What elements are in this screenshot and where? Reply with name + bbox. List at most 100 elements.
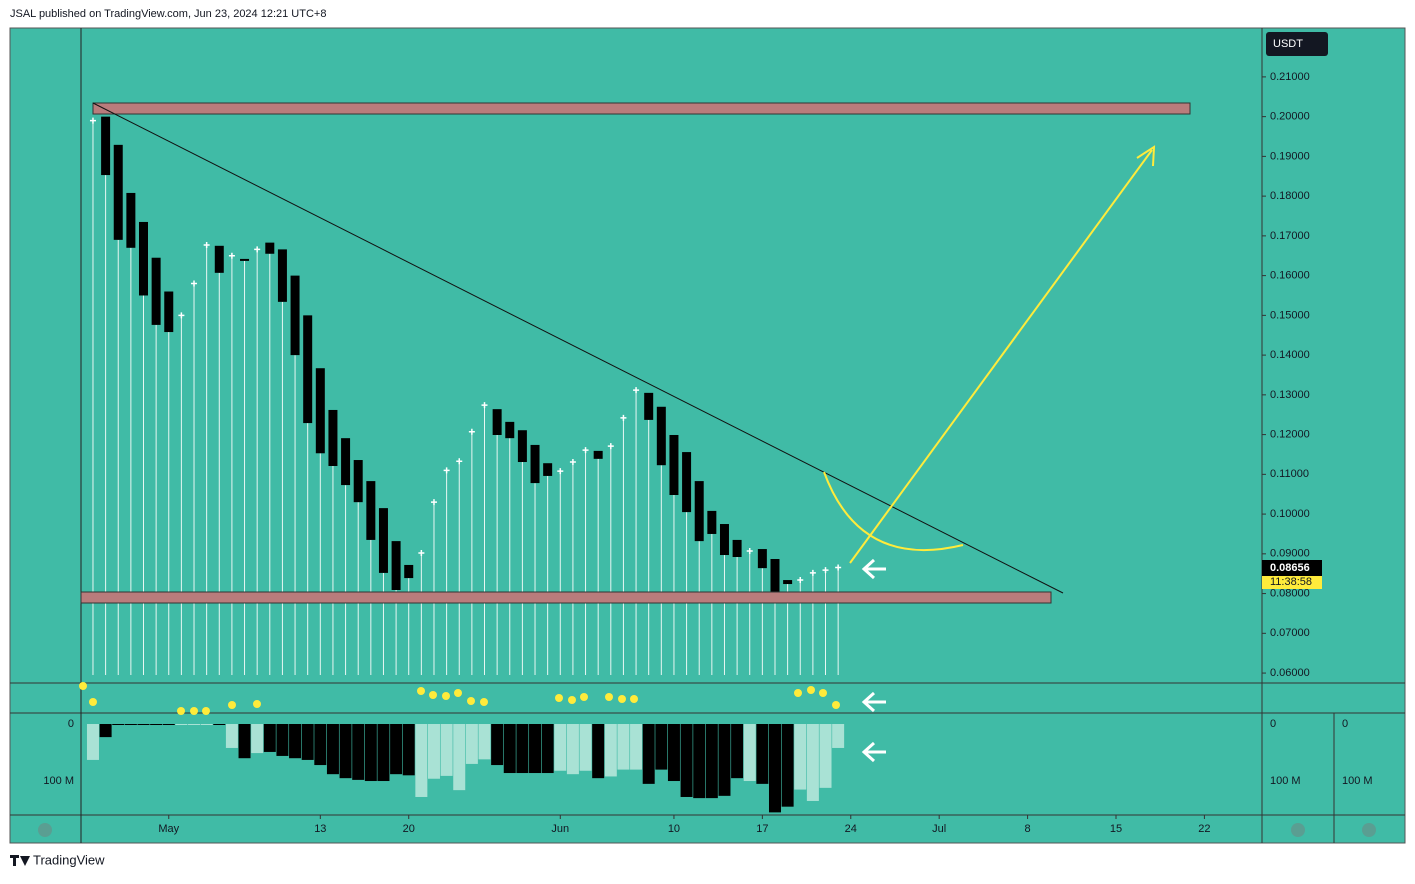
y-tick-label: 0.18000 [1270,190,1310,202]
button[interactable] [1362,823,1376,837]
candle-down [113,144,123,240]
y-tick-label: 0.10000 [1270,508,1310,520]
candle-up [481,402,488,409]
volume-bar [768,724,781,813]
volume-bar [630,724,643,770]
volume-tick-label: 100 M [1342,775,1373,787]
volume-bar [289,724,302,759]
volume-bar [352,724,365,780]
y-tick-label: 0.21000 [1270,71,1310,83]
volume-bar [326,724,339,775]
footer-logo: TradingView [33,852,105,867]
candle-down [126,192,136,248]
volume-bar [680,724,693,797]
candle-down [783,580,793,585]
candle-down [656,406,666,466]
volume-bar [377,724,390,782]
volume-bar [642,724,655,784]
volume-tick-label: 100 M [43,775,74,787]
signal-dot [79,682,87,690]
candle-down [707,510,717,534]
candle-down [530,444,540,484]
currency: USDT [1273,38,1303,50]
y-tick-label: 0.16000 [1270,270,1310,282]
signal-dot [190,707,198,715]
signal-dot [807,686,815,694]
candle-down [101,116,111,176]
candle-down [770,558,780,598]
candle-up [203,242,210,249]
signal-dot [177,707,185,715]
volume-bar [251,724,264,754]
signal-dot [555,694,563,702]
candle-down [669,434,679,496]
signal-dot [228,701,236,709]
volume-bar [806,724,819,801]
candle-up [607,443,614,450]
candle-up [254,246,261,253]
candle-down [757,549,767,569]
signal-dot [429,691,437,699]
volume-bar [617,724,630,770]
candle-down [694,481,704,542]
y-tick-label: 0.12000 [1270,428,1310,440]
candle-up [809,569,816,576]
signal-dot [618,695,626,703]
resistance-zone [92,102,1191,115]
signal-dot [568,696,576,704]
y-tick-label: 0.15000 [1270,309,1310,321]
volume-bar [124,724,137,726]
volume-bar [402,724,415,776]
signal-dot [794,689,802,697]
target-arrow-head [1136,145,1156,167]
x-tick-label: May [158,823,179,835]
volume-bar [731,724,744,779]
support-zone [80,591,1052,604]
y-tick-label: 0.09000 [1270,548,1310,560]
candle-down [404,564,414,579]
countdown-badge [1262,576,1322,589]
button[interactable] [1291,823,1305,837]
volume-bar [390,724,403,775]
candle-down [303,315,313,424]
volume-bar [339,724,352,779]
candle-up [191,280,198,287]
pane-buttons [38,823,1376,837]
logo-icon [10,855,30,866]
volume-bar [693,724,706,799]
volume-bar [276,724,289,756]
currency-badge[interactable] [1266,32,1328,56]
x-tick-label: Jul [932,823,946,835]
target-arrow [849,149,1153,564]
button[interactable] [38,823,52,837]
volume-bar [592,724,605,779]
volume-bar [579,724,592,771]
candle-down [378,508,388,573]
volume-bar [453,724,466,791]
volume-bar [137,724,150,726]
candle-down [719,524,729,556]
volume-bar [200,724,213,726]
candle-up [797,577,804,584]
volume-bar [415,724,428,797]
volume-bar [314,724,327,766]
candle-down [492,409,502,435]
chart-background [9,27,1406,844]
volume-bar [529,724,542,774]
y-tick-label: 0.06000 [1270,667,1310,679]
pointer-arrows [861,558,886,763]
volume-bar [756,724,769,784]
candle-up [228,252,235,259]
volume-bar [491,724,504,766]
candle-down [138,221,148,296]
candle-down [151,257,161,325]
candle-down [164,291,174,333]
volume-bar [162,724,175,726]
volume-bar [794,724,807,790]
last-price: 0.08656 [1270,562,1310,574]
volume-bar [566,724,579,775]
signal-dot [480,698,488,706]
candle-up [633,387,640,394]
candle-down [732,539,742,558]
volume-bar [112,724,125,726]
